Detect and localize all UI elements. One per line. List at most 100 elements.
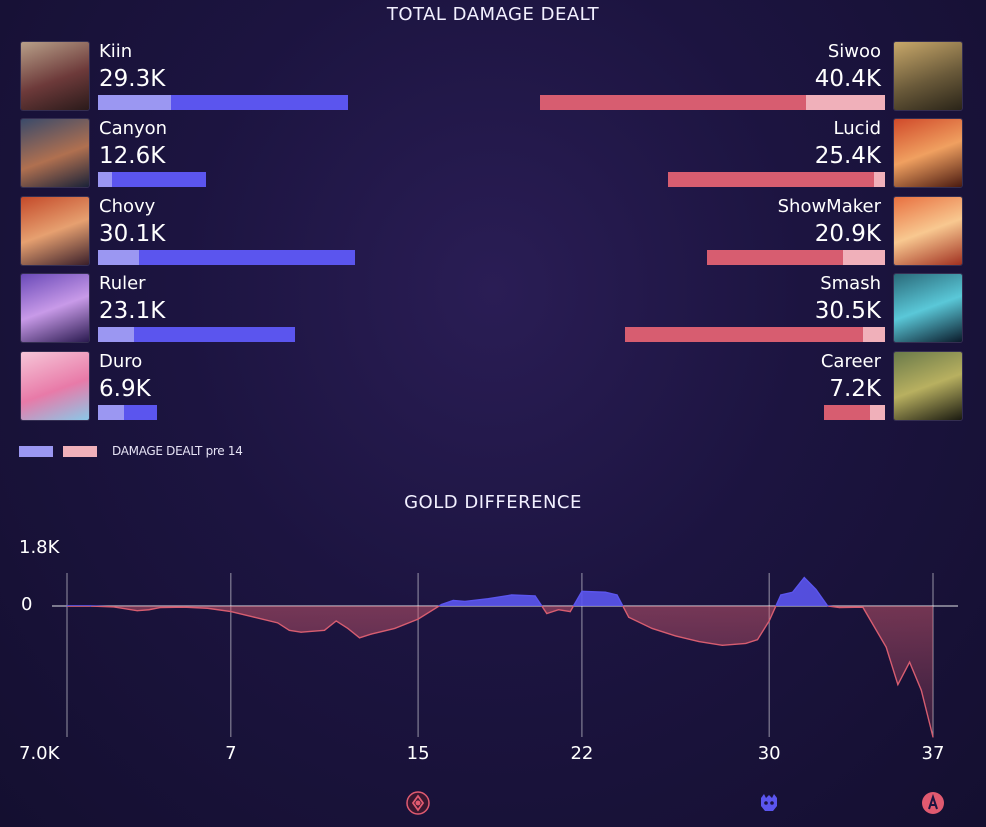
gold-data-point: [651, 627, 653, 630]
gold-data-point: [66, 605, 68, 607]
damage-bar-pre14: [862, 327, 885, 342]
gold-data-point: [897, 684, 899, 686]
gold-data-point: [323, 629, 326, 631]
champion-portrait: [21, 274, 89, 342]
x-tick-label: 15: [406, 743, 430, 764]
damage-bar-post14: [133, 327, 296, 342]
champion-portrait: [21, 352, 89, 420]
gold-data-point: [604, 591, 606, 593]
damage-bar: [98, 172, 206, 187]
damage-bar-pre14: [98, 405, 125, 420]
player-canyon: Canyon 12.6K: [0, 119, 986, 189]
gold-data-point: [440, 603, 443, 606]
gold-data-point: [569, 611, 571, 613]
gold-data-point: [230, 611, 232, 613]
damage-bar-pre14: [869, 405, 885, 420]
damage-value: 20.9K: [814, 221, 881, 247]
gold-data-point: [815, 588, 817, 591]
player-name: Ruler: [99, 273, 146, 294]
gold-data-point: [277, 622, 279, 624]
damage-bar-post14: [668, 172, 874, 187]
player-duro: Duro 6.9K: [0, 352, 986, 422]
player-kiin: Kiin 29.3K: [0, 42, 986, 112]
damage-bar: [540, 95, 885, 110]
gold-data-point: [511, 594, 513, 596]
damage-bar: [706, 250, 885, 265]
damage-bar: [98, 250, 356, 265]
champion-portrait: [894, 42, 962, 110]
gold-data-point: [534, 595, 536, 597]
gold-data-point: [136, 610, 138, 612]
damage-bar: [624, 327, 885, 342]
gold-data-point: [780, 594, 782, 596]
baron-icon: [761, 794, 778, 811]
x-tick-label: 7: [225, 743, 237, 764]
champion-portrait: [894, 274, 962, 342]
player-name: Smash: [820, 273, 881, 294]
gold-data-point: [791, 591, 794, 593]
champion-portrait: [21, 197, 89, 265]
damage-title: TOTAL DAMAGE DEALT: [386, 4, 600, 25]
damage-value: 6.9K: [99, 376, 151, 402]
damage-bar-pre14: [98, 327, 134, 342]
gold-data-point: [721, 644, 723, 646]
gold-line-positive: [67, 576, 834, 606]
gold-data-point: [183, 606, 185, 608]
gold-data-point: [300, 631, 302, 633]
champion-portrait: [894, 119, 962, 187]
gold-data-point: [394, 627, 396, 630]
y-zero-label: 0: [21, 594, 33, 615]
x-tick-label: 30: [757, 743, 781, 764]
y-max-label: 1.8K: [19, 537, 60, 558]
gold-data-point: [335, 620, 337, 622]
gold-data-point: [827, 605, 829, 607]
damage-bar: [98, 95, 349, 110]
gold-data-point: [417, 618, 419, 620]
player-ruler: Ruler 23.1K: [0, 274, 986, 344]
y-min-label: 7.0K: [19, 743, 60, 764]
dragon-soul-icon: [406, 791, 430, 815]
champion-portrait: [21, 119, 89, 187]
damage-bar-post14: [111, 172, 206, 187]
gold-data-point: [253, 616, 255, 618]
gold-data-point: [616, 594, 618, 596]
gold-data-point: [288, 629, 290, 631]
gold-data-point: [452, 599, 454, 602]
damage-bar-pre14: [806, 95, 885, 110]
damage-bar: [98, 405, 157, 420]
gold-data-point: [160, 606, 162, 609]
player-chovy: Chovy 30.1K: [0, 197, 986, 267]
atakhan-icon: [922, 792, 944, 814]
damage-value: 40.4K: [814, 66, 881, 92]
legend-swatch-blue: [19, 446, 53, 457]
legend-label: DAMAGE DEALT pre 14: [112, 444, 243, 458]
gold-data-point: [148, 609, 150, 611]
player-name: Kiin: [99, 41, 133, 62]
gold-data-point: [487, 598, 489, 600]
damage-bar-post14: [170, 95, 349, 110]
damage-value: 7.2K: [829, 376, 881, 402]
player-name: Siwoo: [827, 41, 881, 62]
legend-swatch-red: [63, 446, 97, 457]
damage-bar: [823, 405, 885, 420]
gold-data-point: [908, 661, 911, 663]
damage-bar: [668, 172, 885, 187]
x-tick-label: 22: [570, 743, 594, 764]
damage-bar-pre14: [98, 95, 171, 110]
damage-bar-pre14: [98, 250, 139, 265]
damage-bar: [98, 327, 296, 342]
player-showmaker: ShowMaker 20.9K: [0, 197, 986, 267]
player-siwoo: Siwoo 40.4K: [0, 42, 986, 112]
x-tick-label: 37: [921, 743, 945, 764]
player-career: Career 7.2K: [0, 352, 986, 422]
damage-bar-post14: [823, 405, 870, 420]
player-smash: Smash 30.5K: [0, 274, 986, 344]
gold-data-point: [628, 616, 630, 618]
gold-data-point: [920, 689, 922, 691]
gold-data-point: [756, 639, 759, 641]
gold-data-point: [89, 605, 92, 607]
damage-value: 25.4K: [814, 143, 881, 169]
champion-portrait: [21, 42, 89, 110]
gold-area-negative: [67, 606, 933, 737]
damage-value: 30.5K: [814, 298, 881, 324]
